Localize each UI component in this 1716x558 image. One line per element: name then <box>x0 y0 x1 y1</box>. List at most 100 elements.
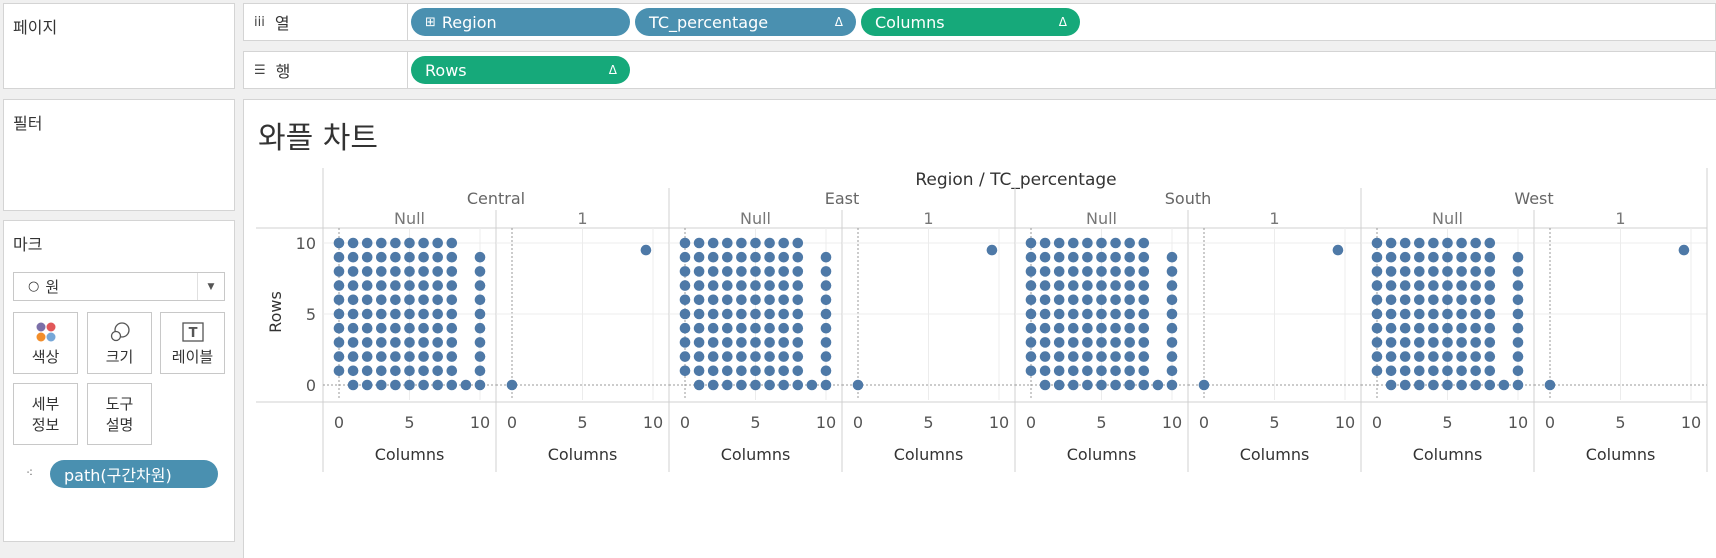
waffle-point <box>361 322 373 334</box>
waffle-point <box>640 244 652 256</box>
waffle-point <box>736 351 747 362</box>
waffle-point <box>1442 280 1453 291</box>
waffle-point <box>474 308 486 320</box>
waffle-point <box>1371 294 1383 306</box>
detail-pill-path[interactable]: path(구간차원) <box>50 460 218 488</box>
columns-label-text: 열 <box>274 14 290 33</box>
detail-button[interactable]: 세부 정보 <box>13 383 78 445</box>
color-icon <box>36 322 56 342</box>
waffle-point <box>1039 337 1051 348</box>
waffle-point <box>792 266 804 277</box>
waffle-point <box>347 251 359 263</box>
waffle-point <box>707 322 719 334</box>
waffle-point <box>376 251 387 263</box>
waffle-point <box>1456 365 1467 377</box>
x-axis-title: Columns <box>1240 445 1310 464</box>
waffle-point <box>376 237 387 249</box>
columns-shelf[interactable]: iii 열 ⊞ Region TC_percentage Δ Columns Δ <box>243 3 1716 41</box>
mark-type-dropdown[interactable]: ○ 원 ▼ <box>13 272 225 301</box>
waffle-point <box>1456 337 1467 348</box>
waffle-point <box>1096 294 1107 306</box>
waffle-point <box>778 337 789 348</box>
waffle-point <box>390 379 401 391</box>
waffle-point <box>474 365 486 377</box>
waffle-point <box>333 280 345 291</box>
waffle-point <box>418 322 429 334</box>
waffle-point <box>820 280 832 291</box>
waffle-point <box>474 251 486 263</box>
chevron-down-icon[interactable]: ▼ <box>197 273 224 300</box>
waffle-point <box>1053 365 1065 377</box>
label-button[interactable]: T 레이블 <box>160 312 225 374</box>
waffle-point <box>1138 308 1150 320</box>
waffle-point <box>693 351 705 362</box>
waffle-point <box>820 251 832 263</box>
waffle-point <box>1484 379 1496 391</box>
waffle-point <box>750 294 761 306</box>
waffle-point <box>1124 365 1135 377</box>
waffle-point <box>446 322 458 334</box>
rows-shelf-label: ☰ 행 <box>244 52 408 88</box>
pill-rows[interactable]: Rows Δ <box>411 56 630 84</box>
waffle-point <box>764 251 775 263</box>
waffle-point <box>736 308 747 320</box>
waffle-point <box>1484 351 1496 362</box>
x-tick-label: 10 <box>1508 413 1528 432</box>
waffle-point <box>707 337 719 348</box>
waffle-point <box>1371 351 1383 362</box>
rows-shelf[interactable]: ☰ 행 Rows Δ <box>243 51 1716 89</box>
x-tick-label: 5 <box>404 413 414 432</box>
waffle-point <box>1110 237 1121 249</box>
pages-panel[interactable]: 페이지 <box>3 3 235 89</box>
pill-columns[interactable]: Columns Δ <box>861 8 1080 36</box>
waffle-point <box>1414 379 1425 391</box>
pill-tc-percentage[interactable]: TC_percentage Δ <box>635 8 856 36</box>
tooltip-button[interactable]: 도구 설명 <box>87 383 152 445</box>
waffle-point <box>1428 237 1439 249</box>
waffle-point <box>432 308 444 320</box>
waffle-point <box>1053 294 1065 306</box>
plus-box-icon: ⊞ <box>425 14 436 30</box>
waffle-point <box>474 280 486 291</box>
waffle-point <box>446 351 458 362</box>
x-axis-title: Columns <box>721 445 791 464</box>
waffle-point <box>1082 251 1093 263</box>
pill-region[interactable]: ⊞ Region <box>411 8 630 36</box>
color-button[interactable]: 색상 <box>13 312 78 374</box>
waffle-point <box>1068 280 1079 291</box>
waffle-point <box>693 294 705 306</box>
waffle-point <box>1332 244 1344 256</box>
filters-panel[interactable]: 필터 <box>3 99 235 211</box>
waffle-point <box>432 379 444 391</box>
waffle-point <box>764 266 775 277</box>
waffle-point <box>792 308 804 320</box>
waffle-point <box>446 280 458 291</box>
waffle-point <box>376 280 387 291</box>
waffle-point <box>722 351 733 362</box>
waffle-point <box>1166 251 1178 263</box>
pill-tc-percentage-text: TC_percentage <box>649 12 769 32</box>
waffle-point <box>1428 280 1439 291</box>
waffle-point <box>764 280 775 291</box>
waffle-point <box>778 251 789 263</box>
waffle-point <box>404 251 415 263</box>
waffle-point <box>418 294 429 306</box>
waffle-point <box>1068 351 1079 362</box>
waffle-point <box>1470 322 1481 334</box>
waffle-point <box>722 280 733 291</box>
waffle-point <box>404 294 415 306</box>
waffle-point <box>1124 294 1135 306</box>
waffle-point <box>1399 266 1411 277</box>
waffle-point <box>1025 365 1037 377</box>
waffle-point <box>418 280 429 291</box>
waffle-point <box>1166 351 1178 362</box>
waffle-point <box>707 294 719 306</box>
waffle-point <box>1039 280 1051 291</box>
waffle-point <box>722 337 733 348</box>
waffle-point <box>1678 244 1690 256</box>
waffle-point <box>1025 280 1037 291</box>
delta-icon: Δ <box>608 63 617 77</box>
size-button[interactable]: 크기 <box>87 312 152 374</box>
waffle-point <box>1152 379 1164 391</box>
waffle-point <box>1399 308 1411 320</box>
